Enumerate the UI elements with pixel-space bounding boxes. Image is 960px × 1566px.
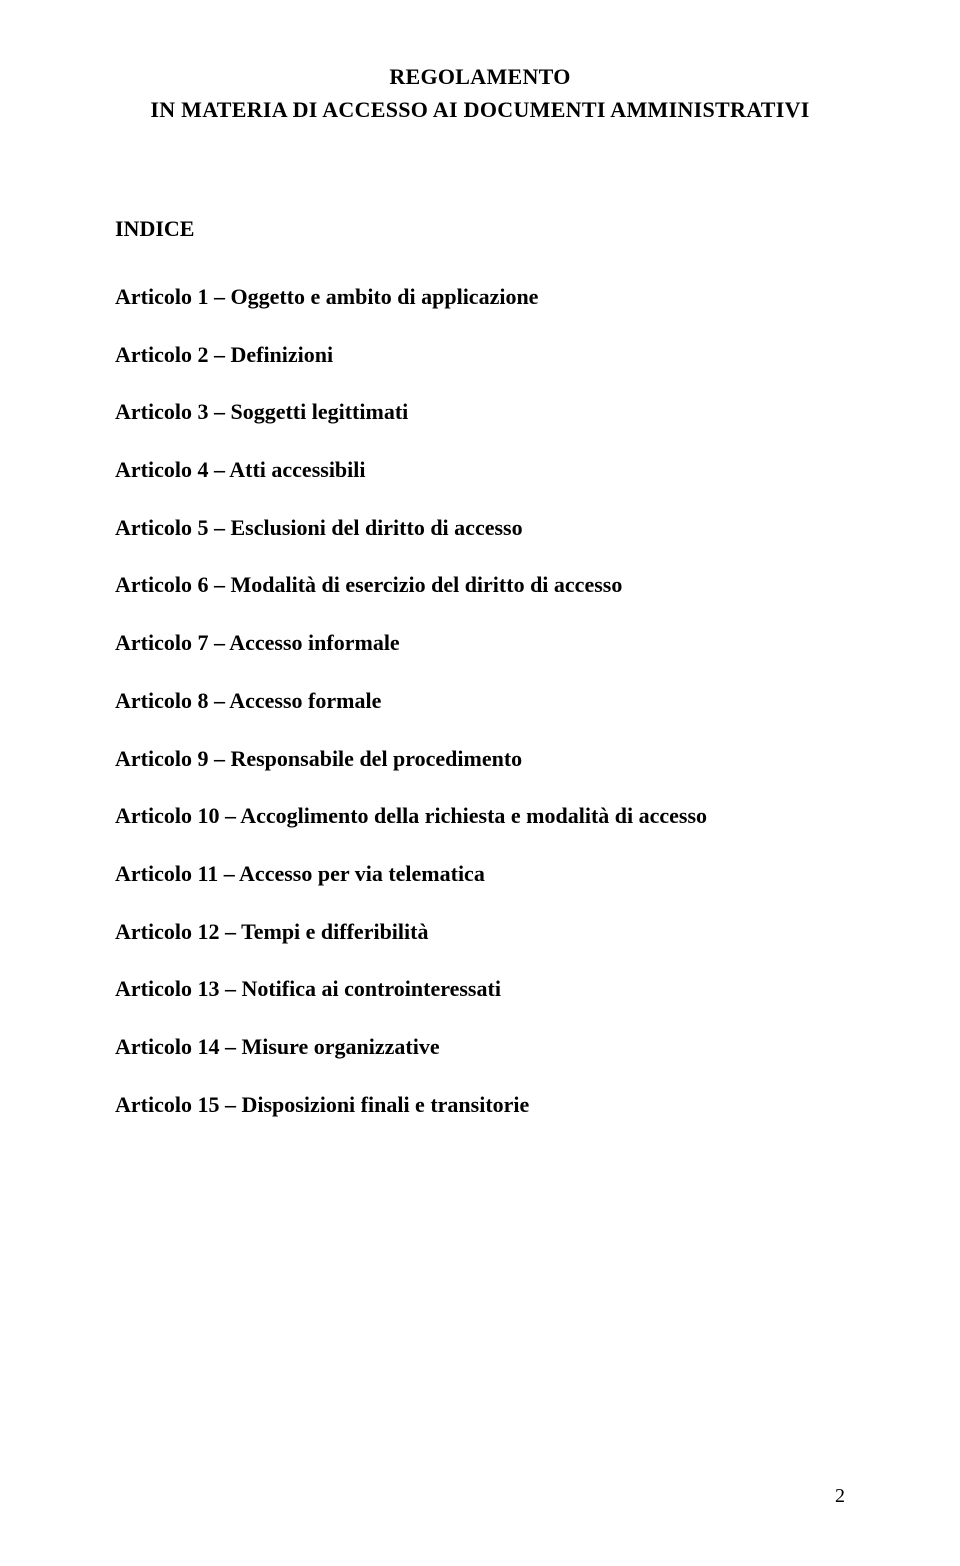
toc-item: Articolo 3 – Soggetti legittimati <box>115 397 845 427</box>
toc-item: Articolo 5 – Esclusioni del diritto di a… <box>115 513 845 543</box>
indice-heading: INDICE <box>115 216 845 242</box>
title-line-2: IN MATERIA DI ACCESSO AI DOCUMENTI AMMIN… <box>115 93 845 126</box>
toc-item: Articolo 11 – Accesso per via telematica <box>115 859 845 889</box>
toc-item: Articolo 13 – Notifica ai controinteress… <box>115 974 845 1004</box>
toc-item: Articolo 2 – Definizioni <box>115 340 845 370</box>
page-number: 2 <box>835 1485 845 1508</box>
document-page: REGOLAMENTO IN MATERIA DI ACCESSO AI DOC… <box>0 0 960 1566</box>
toc-item: Articolo 15 – Disposizioni finali e tran… <box>115 1090 845 1120</box>
title-line-1: REGOLAMENTO <box>115 60 845 93</box>
toc-item: Articolo 10 – Accoglimento della richies… <box>115 801 845 831</box>
toc-item: Articolo 9 – Responsabile del procedimen… <box>115 744 845 774</box>
toc-item: Articolo 8 – Accesso formale <box>115 686 845 716</box>
document-title: REGOLAMENTO IN MATERIA DI ACCESSO AI DOC… <box>115 60 845 126</box>
toc-item: Articolo 14 – Misure organizzative <box>115 1032 845 1062</box>
toc-item: Articolo 7 – Accesso informale <box>115 628 845 658</box>
toc-item: Articolo 1 – Oggetto e ambito di applica… <box>115 282 845 312</box>
toc-item: Articolo 12 – Tempi e differibilità <box>115 917 845 947</box>
toc-list: Articolo 1 – Oggetto e ambito di applica… <box>115 282 845 1119</box>
toc-item: Articolo 4 – Atti accessibili <box>115 455 845 485</box>
toc-item: Articolo 6 – Modalità di esercizio del d… <box>115 570 845 600</box>
